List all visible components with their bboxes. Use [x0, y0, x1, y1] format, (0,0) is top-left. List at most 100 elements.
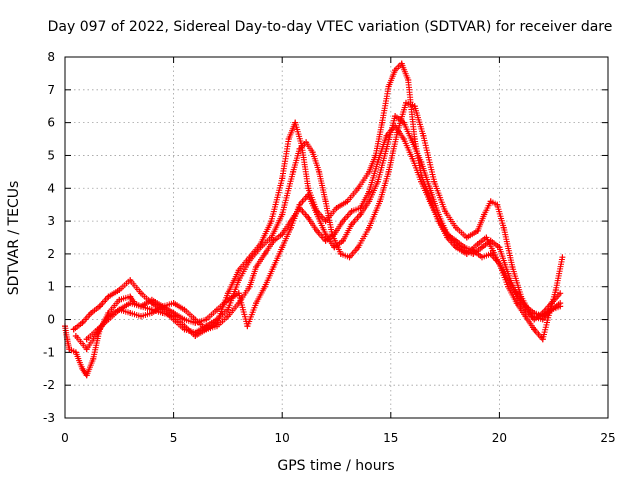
data-point — [322, 231, 329, 238]
data-point — [257, 244, 264, 251]
data-point — [348, 208, 355, 215]
y-tick-label: -1 — [43, 345, 55, 359]
data-point — [303, 139, 310, 146]
data-point — [487, 250, 494, 257]
data-point — [531, 310, 538, 316]
data-point — [552, 287, 559, 293]
data-point — [253, 300, 260, 307]
data-point — [138, 303, 144, 310]
data-point — [279, 175, 286, 182]
y-tick-label: 4 — [47, 181, 55, 195]
data-point — [314, 211, 320, 218]
data-point — [290, 168, 297, 175]
y-tick-label: -3 — [43, 411, 55, 425]
data-point — [127, 277, 134, 284]
data-point — [181, 316, 188, 323]
data-point — [409, 155, 416, 162]
x-tick-label: 5 — [170, 431, 178, 445]
data-point — [127, 310, 134, 316]
data-point — [116, 296, 123, 303]
data-point — [72, 333, 79, 339]
data-point — [79, 365, 86, 372]
data-point — [505, 277, 512, 284]
data-point — [79, 319, 86, 326]
data-point — [346, 254, 353, 261]
data-point — [270, 264, 277, 270]
data-point — [348, 221, 355, 228]
data-point — [463, 234, 470, 241]
data-point — [214, 316, 220, 323]
data-point — [405, 77, 412, 83]
data-point — [246, 257, 253, 264]
data-point — [192, 329, 199, 336]
data-point — [224, 290, 231, 297]
data-point — [292, 119, 299, 126]
data-point — [83, 336, 90, 343]
data-point — [96, 303, 103, 310]
series-track-b — [70, 99, 564, 336]
data-point — [309, 149, 316, 156]
data-point — [366, 224, 373, 231]
data-point — [509, 264, 516, 270]
data-point — [366, 168, 373, 175]
data-point — [374, 178, 381, 185]
data-point — [94, 329, 101, 336]
data-point — [170, 310, 177, 316]
data-point — [420, 132, 427, 139]
data-point — [214, 306, 220, 313]
series-track-d — [72, 122, 564, 353]
data-point — [548, 300, 555, 307]
data-point — [105, 293, 112, 300]
data-point — [496, 260, 503, 267]
data-point — [331, 244, 338, 251]
x-tick-label: 20 — [492, 431, 507, 445]
data-point — [474, 227, 481, 234]
data-point — [557, 290, 564, 297]
data-point — [181, 306, 188, 313]
series-track-a — [62, 60, 566, 379]
data-point — [235, 290, 242, 297]
data-point — [316, 168, 323, 175]
x-axis-label: GPS time / hours — [277, 458, 394, 474]
data-point — [287, 218, 294, 225]
data-point — [392, 113, 399, 120]
data-point — [400, 136, 407, 142]
data-point — [496, 244, 503, 251]
series-plus-trail — [62, 60, 565, 379]
data-point — [261, 250, 268, 257]
data-point — [400, 119, 407, 126]
data-point — [138, 313, 144, 320]
data-point — [522, 303, 529, 310]
data-point — [83, 372, 90, 379]
data-point — [489, 247, 496, 254]
data-point — [548, 306, 555, 313]
data-point — [235, 300, 242, 307]
data-point — [314, 227, 320, 234]
data-point — [270, 237, 277, 244]
data-point — [479, 254, 485, 261]
data-point — [279, 244, 286, 251]
data-point — [418, 159, 425, 165]
data-point — [357, 205, 364, 211]
data-point — [279, 231, 286, 238]
data-point — [296, 145, 303, 152]
x-tick-label: 10 — [275, 431, 290, 445]
data-point — [431, 178, 438, 185]
data-point — [474, 241, 481, 248]
data-point — [127, 293, 134, 300]
data-point — [105, 313, 112, 320]
data-point — [513, 290, 520, 297]
data-point — [398, 60, 405, 67]
data-point — [224, 306, 231, 313]
chart-title: Day 097 of 2022, Sidereal Day-to-day VTE… — [48, 19, 613, 35]
y-axis-label: SDTVAR / TECUs — [6, 181, 22, 296]
data-point — [170, 316, 177, 323]
data-point — [557, 303, 564, 310]
data-point — [322, 237, 329, 244]
data-point — [279, 211, 286, 218]
data-point — [246, 283, 253, 290]
data-point — [409, 139, 416, 146]
data-point — [385, 83, 392, 90]
data-point — [203, 326, 210, 333]
